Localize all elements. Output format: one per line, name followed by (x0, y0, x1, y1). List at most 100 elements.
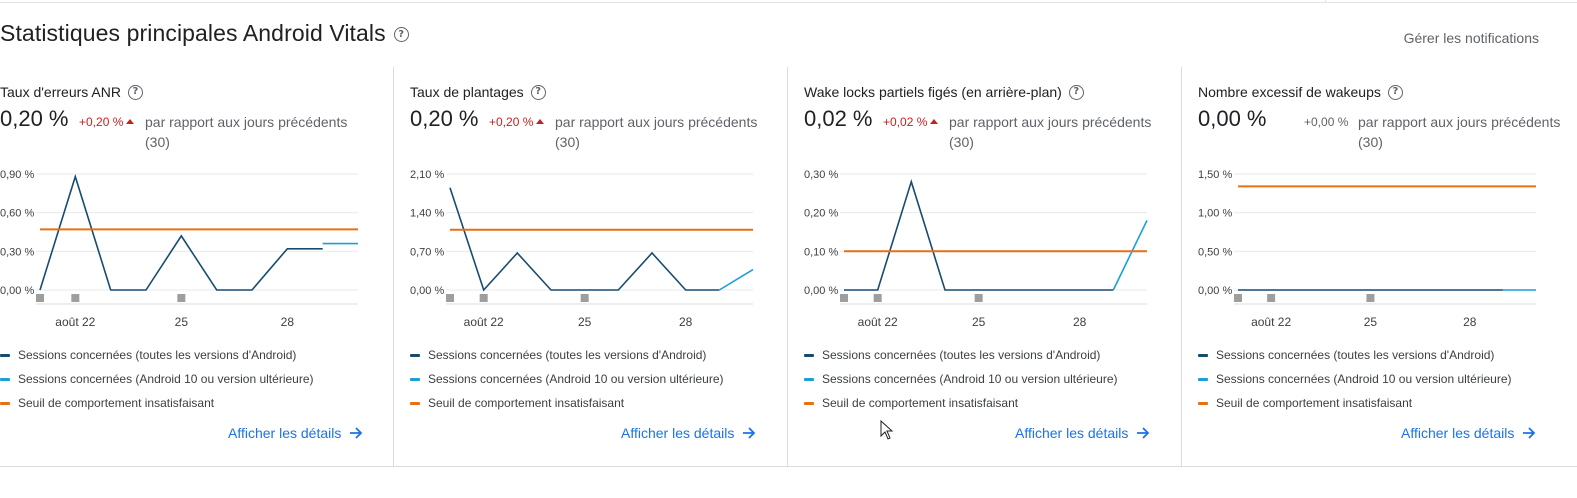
legend-swatch (0, 353, 10, 357)
chart-legend: Sessions concernées (toutes les versions… (804, 343, 1118, 415)
y-tick-label: 0,90 % (0, 169, 34, 181)
legend-label: Sessions concernées (toutes les versions… (1216, 348, 1495, 362)
y-tick-label: 0,00 % (0, 285, 34, 297)
legend-label: Sessions concernées (toutes les versions… (822, 348, 1101, 362)
view-details-link[interactable]: Afficher les détails (1401, 425, 1536, 441)
view-details-label: Afficher les détails (621, 425, 735, 441)
metric-delta-text: +0,02 % (883, 115, 928, 129)
y-tick-label: 0,30 % (804, 169, 838, 181)
legend-item: Sessions concernées (toutes les versions… (804, 343, 1118, 367)
legend-swatch (1198, 401, 1208, 405)
legend-label: Sessions concernées (Android 10 ou versi… (1216, 372, 1512, 386)
arrow-right-icon (350, 427, 363, 439)
x-tick-label: 25 (578, 315, 592, 329)
view-details-link[interactable]: Afficher les détails (228, 425, 363, 441)
card-title: Nombre excessif de wakeups ? (1198, 84, 1403, 100)
legend-swatch (410, 401, 420, 405)
event-marker (580, 294, 589, 302)
legend-item: Sessions concernées (Android 10 ou versi… (804, 367, 1118, 391)
event-marker (974, 294, 983, 302)
legend-swatch (1198, 353, 1208, 357)
card-title: Taux d'erreurs ANR ? (0, 84, 143, 100)
x-tick-label: 28 (1463, 315, 1477, 329)
legend-swatch (804, 353, 814, 357)
card-title: Wake locks partiels figés (en arrière-pl… (804, 84, 1084, 100)
legend-item: Sessions concernées (toutes les versions… (1198, 343, 1512, 367)
arrow-right-icon (1137, 427, 1150, 439)
top-divider-tick (1325, 0, 1326, 3)
y-tick-label: 0,10 % (804, 246, 838, 258)
legend-item: Seuil de comportement insatisfaisant (0, 391, 314, 415)
help-icon[interactable]: ? (1068, 84, 1084, 100)
metric-delta: +0,20 % (79, 115, 135, 129)
event-marker (873, 294, 882, 302)
event-marker (1366, 294, 1375, 302)
arrow-up-icon (126, 119, 135, 124)
event-marker (71, 294, 80, 302)
top-divider (0, 2, 1577, 3)
line-chart: 0,30 % 0,20 % 0,10 % 0,00 % août 22 25 28 (804, 169, 1148, 329)
legend-item: Sessions concernées (toutes les versions… (410, 343, 724, 367)
arrow-up-icon (536, 119, 545, 124)
y-tick-label: 0,70 % (410, 246, 444, 258)
mouse-cursor-icon (880, 420, 894, 440)
y-tick-label: 1,50 % (1198, 169, 1232, 181)
series-android10-line (718, 268, 754, 291)
chart-legend: Sessions concernées (toutes les versions… (0, 343, 314, 415)
series-all-versions-line (39, 173, 323, 291)
series-android10-line (1112, 220, 1148, 291)
y-tick-label: 0,00 % (804, 285, 838, 297)
metric-delta-text: +0,20 % (79, 115, 124, 129)
card-divider (393, 67, 394, 467)
manage-notifications-link[interactable]: Gérer les notifications (1403, 30, 1539, 46)
arrow-right-icon (743, 427, 756, 439)
event-marker (479, 294, 488, 302)
card-divider (1181, 67, 1182, 467)
x-tick-label: août 22 (1251, 315, 1291, 329)
card-title: Taux de plantages ? (410, 84, 546, 100)
event-marker (1234, 294, 1242, 302)
line-chart: 2,10 % 1,40 % 0,70 % 0,00 % août 22 25 28 (410, 169, 754, 329)
card-divider (787, 67, 788, 467)
legend-label: Sessions concernées (Android 10 ou versi… (822, 372, 1118, 386)
legend-item: Seuil de comportement insatisfaisant (1198, 391, 1512, 415)
metric-delta-text: +0,20 % (489, 115, 534, 129)
x-tick-label: 25 (972, 315, 986, 329)
help-icon[interactable]: ? (127, 84, 143, 100)
event-marker (446, 294, 454, 302)
series-all-versions-line (449, 187, 720, 292)
metric-value: 0,20 % (0, 106, 69, 131)
metric-value: 0,02 % (804, 106, 873, 131)
view-details-label: Afficher les détails (228, 425, 342, 441)
help-icon[interactable]: ? (530, 84, 546, 100)
x-tick-label: août 22 (858, 315, 898, 329)
x-tick-label: août 22 (464, 315, 504, 329)
chart-legend: Sessions concernées (toutes les versions… (1198, 343, 1512, 415)
metric-delta: +0,20 % (489, 115, 545, 129)
y-tick-label: 2,10 % (410, 169, 444, 181)
card-anr: Taux d'erreurs ANR ? 0,20 % +0,20 % par … (0, 70, 393, 466)
legend-swatch (410, 353, 420, 357)
legend-swatch (804, 401, 814, 405)
y-tick-label: 1,40 % (410, 208, 444, 220)
x-tick-label: 28 (1073, 315, 1087, 329)
legend-item: Seuil de comportement insatisfaisant (410, 391, 724, 415)
legend-label: Seuil de comportement insatisfaisant (18, 396, 215, 410)
view-details-link[interactable]: Afficher les détails (621, 425, 756, 441)
view-details-label: Afficher les détails (1015, 425, 1129, 441)
legend-label: Sessions concernées (Android 10 ou versi… (18, 372, 314, 386)
comparison-text: par rapport aux jours précédents (30) (145, 114, 348, 150)
arrow-up-icon (930, 119, 939, 124)
help-icon[interactable]: ? (1387, 84, 1403, 100)
y-tick-label: 0,00 % (1198, 285, 1232, 297)
metric-value: 0,20 % (410, 106, 479, 131)
arrow-right-icon (1523, 427, 1536, 439)
legend-label: Seuil de comportement insatisfaisant (428, 396, 625, 410)
view-details-link[interactable]: Afficher les détails (1015, 425, 1150, 441)
y-tick-label: 0,20 % (804, 208, 838, 220)
y-tick-label: 1,00 % (1198, 208, 1232, 220)
help-icon[interactable]: ? (393, 27, 409, 42)
event-marker (840, 294, 848, 302)
legend-item: Sessions concernées (Android 10 ou versi… (1198, 367, 1512, 391)
x-tick-label: 25 (1364, 315, 1378, 329)
